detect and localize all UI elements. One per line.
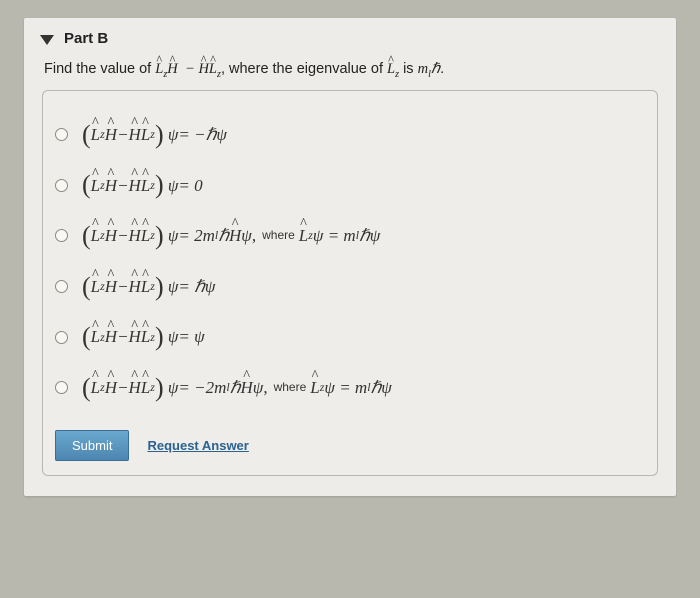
option-3[interactable]: (LzH − HLz) ψ = 2mlℏHψ, where Lzψ = mlℏψ: [55, 215, 645, 257]
options-box: (LzH − HLz) ψ = −ℏψ (LzH − HLz) ψ = 0 (L…: [42, 90, 658, 477]
request-answer-link[interactable]: Request Answer: [147, 438, 248, 453]
submit-button[interactable]: Submit: [55, 430, 129, 461]
option-content: (LzH − HLz) ψ = 2mlℏHψ, where Lzψ = mlℏψ: [82, 215, 380, 257]
eigenvalue: mlℏ: [418, 61, 441, 77]
option-6[interactable]: (LzH − HLz) ψ = −2mlℏHψ, where Lzψ = mlℏ…: [55, 367, 645, 409]
option-1[interactable]: (LzH − HLz) ψ = −ℏψ: [55, 114, 645, 156]
option-4[interactable]: (LzH − HLz) ψ = ℏψ: [55, 266, 645, 308]
question-prompt: Find the value of LzH − HLz , where the …: [44, 61, 660, 80]
part-title: Part B: [64, 30, 108, 47]
prompt-suffix: is: [399, 61, 418, 77]
radio-icon[interactable]: [55, 280, 68, 293]
commutator-expr: LzH − HLz: [155, 61, 221, 80]
part-header[interactable]: Part B: [40, 30, 660, 47]
option-content: (LzH − HLz) ψ = −2mlℏHψ, where Lzψ = mlℏ…: [82, 367, 392, 409]
option-5[interactable]: (LzH − HLz) ψ = ψ: [55, 316, 645, 358]
prompt-end: .: [440, 61, 444, 77]
radio-icon[interactable]: [55, 128, 68, 141]
where-label: where: [262, 226, 295, 245]
option-content: (LzH − HLz) ψ = −ℏψ: [82, 114, 227, 156]
radio-icon[interactable]: [55, 179, 68, 192]
radio-icon[interactable]: [55, 229, 68, 242]
radio-icon[interactable]: [55, 381, 68, 394]
radio-icon[interactable]: [55, 331, 68, 344]
prompt-middle: , where the eigenvalue of: [221, 61, 387, 77]
chevron-down-icon: [40, 35, 54, 45]
where-label: where: [274, 378, 307, 397]
option-content: (LzH − HLz) ψ = 0: [82, 164, 203, 206]
prompt-prefix: Find the value of: [44, 61, 155, 77]
option-2[interactable]: (LzH − HLz) ψ = 0: [55, 164, 645, 206]
lz-operator: Lz: [387, 61, 399, 77]
question-panel: Part B Find the value of LzH − HLz , whe…: [24, 18, 676, 496]
actions-row: Submit Request Answer: [55, 430, 645, 461]
option-content: (LzH − HLz) ψ = ℏψ: [82, 266, 215, 308]
option-content: (LzH − HLz) ψ = ψ: [82, 316, 205, 358]
